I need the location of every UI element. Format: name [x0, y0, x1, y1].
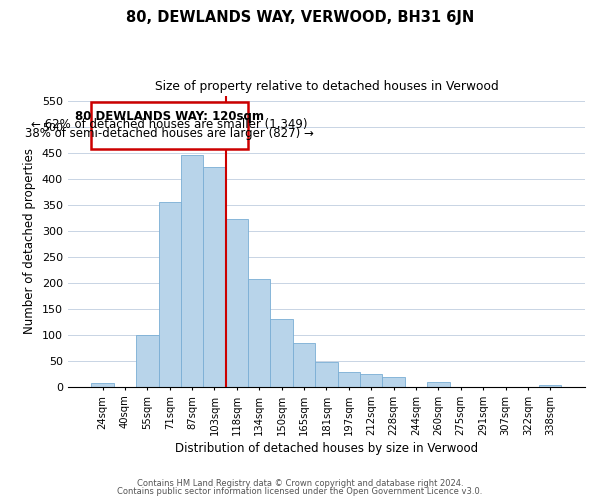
Bar: [136, 335, 158, 387]
Text: Contains HM Land Registry data © Crown copyright and database right 2024.: Contains HM Land Registry data © Crown c…: [137, 478, 463, 488]
Text: ← 62% of detached houses are smaller (1,349): ← 62% of detached houses are smaller (1,…: [31, 118, 308, 132]
Bar: [315, 362, 338, 387]
Title: Size of property relative to detached houses in Verwood: Size of property relative to detached ho…: [155, 80, 498, 93]
Bar: [293, 343, 315, 387]
Bar: [271, 320, 293, 387]
Bar: [427, 382, 449, 387]
Bar: [382, 376, 405, 387]
Bar: [338, 372, 360, 387]
Bar: [91, 384, 114, 387]
Text: 80 DEWLANDS WAY: 120sqm: 80 DEWLANDS WAY: 120sqm: [75, 110, 264, 122]
Text: 38% of semi-detached houses are larger (827) →: 38% of semi-detached houses are larger (…: [25, 128, 314, 140]
Bar: [158, 202, 181, 387]
Bar: [226, 220, 248, 387]
Bar: [539, 386, 562, 387]
Bar: [181, 156, 203, 387]
Text: Contains public sector information licensed under the Open Government Licence v3: Contains public sector information licen…: [118, 487, 482, 496]
Bar: [248, 280, 271, 387]
Y-axis label: Number of detached properties: Number of detached properties: [23, 148, 37, 334]
X-axis label: Distribution of detached houses by size in Verwood: Distribution of detached houses by size …: [175, 442, 478, 455]
Bar: [360, 374, 382, 387]
FancyBboxPatch shape: [91, 102, 248, 148]
Text: 80, DEWLANDS WAY, VERWOOD, BH31 6JN: 80, DEWLANDS WAY, VERWOOD, BH31 6JN: [126, 10, 474, 25]
Bar: [203, 168, 226, 387]
